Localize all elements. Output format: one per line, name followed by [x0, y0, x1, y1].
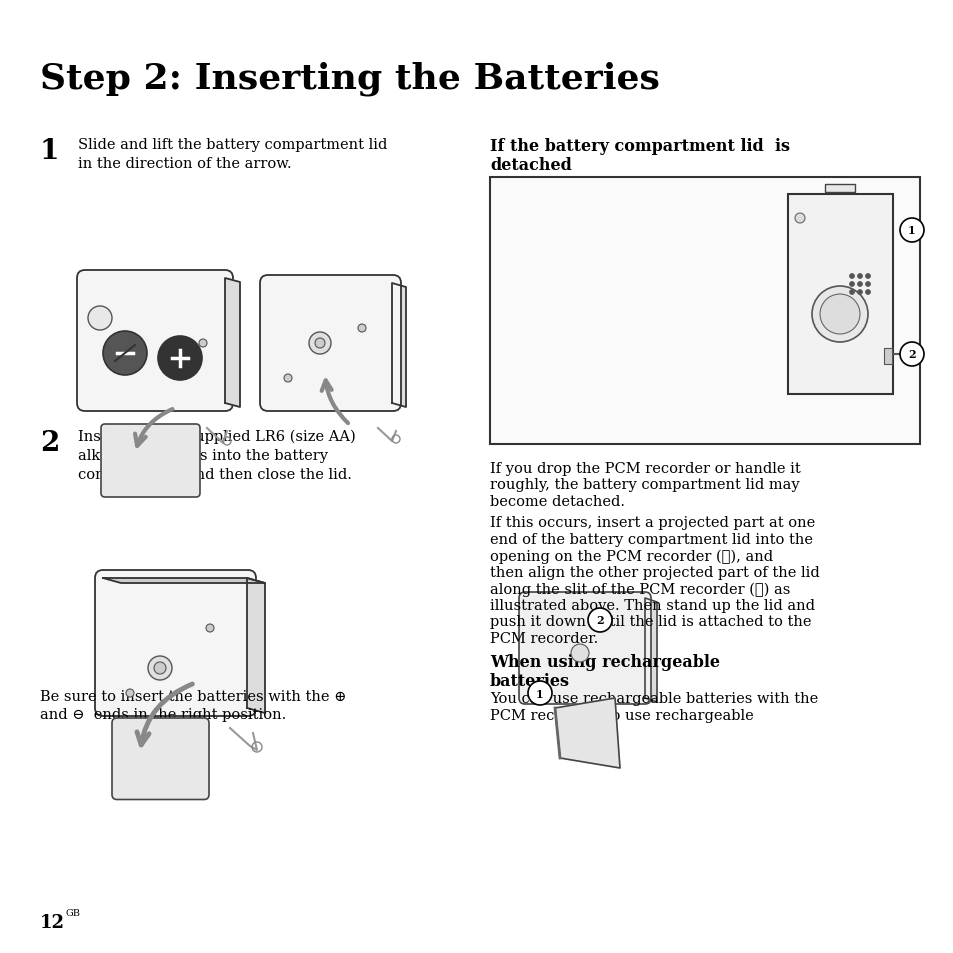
Text: in the direction of the arrow.: in the direction of the arrow. [78, 157, 292, 171]
Circle shape [864, 274, 869, 279]
Bar [824, 185, 854, 193]
Circle shape [857, 274, 862, 279]
Circle shape [857, 282, 862, 287]
Circle shape [571, 644, 588, 662]
Circle shape [206, 624, 213, 633]
Text: 2: 2 [907, 349, 915, 360]
Text: Slide and lift the battery compartment lid: Slide and lift the battery compartment l… [78, 138, 387, 152]
Bar [883, 349, 891, 365]
Text: If the battery compartment lid  is: If the battery compartment lid is [490, 138, 789, 154]
Text: push it down until the lid is attached to the: push it down until the lid is attached t… [490, 615, 811, 629]
FancyBboxPatch shape [95, 571, 255, 717]
Text: opening on the PCM recorder (①), and: opening on the PCM recorder (①), and [490, 549, 772, 563]
Circle shape [88, 307, 112, 331]
Polygon shape [247, 578, 265, 713]
Text: 1: 1 [536, 688, 543, 699]
Bar [490, 178, 919, 444]
FancyBboxPatch shape [101, 424, 200, 497]
Bar [787, 194, 892, 395]
Circle shape [857, 291, 862, 295]
Polygon shape [225, 278, 240, 408]
Circle shape [284, 375, 292, 382]
Circle shape [848, 282, 854, 287]
Circle shape [103, 332, 147, 375]
Circle shape [158, 336, 202, 380]
Circle shape [864, 291, 869, 295]
Text: compartment, and then close the lid.: compartment, and then close the lid. [78, 468, 352, 481]
Text: 12: 12 [40, 913, 65, 931]
Text: 2: 2 [596, 615, 603, 626]
Text: Insert the two supplied LR6 (size AA): Insert the two supplied LR6 (size AA) [78, 430, 355, 444]
Circle shape [587, 608, 612, 633]
Polygon shape [644, 598, 657, 702]
Circle shape [899, 219, 923, 243]
Text: Step 2: Inserting the Batteries: Step 2: Inserting the Batteries [40, 62, 659, 96]
Text: detached: detached [490, 157, 571, 173]
Text: end of the battery compartment lid into the: end of the battery compartment lid into … [490, 533, 812, 546]
Circle shape [314, 338, 325, 349]
Text: If this occurs, insert a projected part at one: If this occurs, insert a projected part … [490, 516, 815, 530]
Circle shape [148, 657, 172, 680]
Text: Be sure to insert the batteries with the ⊕: Be sure to insert the batteries with the… [40, 689, 346, 703]
Text: GB: GB [66, 908, 81, 917]
Text: PCM recorder.: PCM recorder. [490, 631, 598, 645]
Polygon shape [103, 578, 265, 583]
Text: then align the other projected part of the lid: then align the other projected part of t… [490, 565, 819, 579]
Circle shape [811, 287, 867, 343]
FancyBboxPatch shape [77, 271, 233, 412]
Polygon shape [555, 699, 619, 768]
Circle shape [820, 294, 859, 335]
Polygon shape [392, 284, 406, 408]
Text: roughly, the battery compartment lid may: roughly, the battery compartment lid may [490, 478, 799, 492]
Text: PCM recorder. To use rechargeable: PCM recorder. To use rechargeable [490, 708, 753, 722]
Circle shape [848, 291, 854, 295]
Circle shape [848, 274, 854, 279]
Circle shape [309, 333, 331, 355]
Circle shape [199, 339, 207, 348]
Text: illustrated above. Then stand up the lid and: illustrated above. Then stand up the lid… [490, 598, 814, 613]
Text: along the slit of the PCM recorder (②) as: along the slit of the PCM recorder (②) a… [490, 582, 789, 597]
Text: batteries: batteries [490, 673, 569, 690]
FancyBboxPatch shape [518, 593, 650, 704]
Circle shape [864, 282, 869, 287]
Text: become detached.: become detached. [490, 495, 624, 509]
Text: When using rechargeable: When using rechargeable [490, 654, 720, 671]
Text: and ⊖  ends in the right position.: and ⊖ ends in the right position. [40, 707, 286, 721]
Text: alkaline batteries into the battery: alkaline batteries into the battery [78, 449, 328, 462]
Text: 2: 2 [40, 430, 59, 456]
Circle shape [126, 689, 133, 698]
Text: 1: 1 [40, 138, 59, 165]
FancyBboxPatch shape [112, 719, 209, 800]
Circle shape [899, 343, 923, 367]
Circle shape [794, 213, 804, 224]
Circle shape [527, 681, 552, 705]
FancyBboxPatch shape [260, 275, 400, 412]
Text: If you drop the PCM recorder or handle it: If you drop the PCM recorder or handle i… [490, 461, 800, 476]
Text: You can use rechargeable batteries with the: You can use rechargeable batteries with … [490, 692, 818, 706]
Circle shape [357, 325, 366, 333]
Text: 1: 1 [907, 225, 915, 236]
Circle shape [153, 662, 166, 675]
